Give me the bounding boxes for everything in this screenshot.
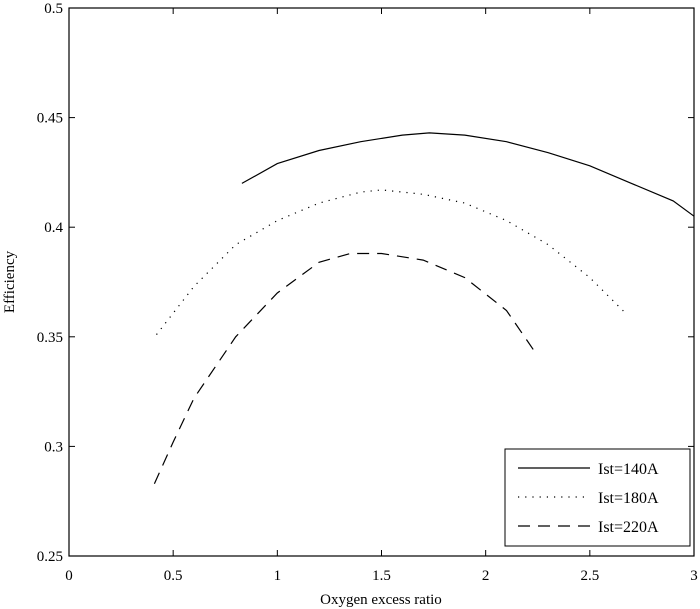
x-tick-label: 1.5 xyxy=(372,568,391,584)
y-tick-label: 0.35 xyxy=(37,330,63,346)
y-tick-label: 0.45 xyxy=(37,111,63,127)
legend-label: Ist=140A xyxy=(598,461,659,478)
y-axis-label: Efficiency xyxy=(2,250,18,313)
y-tick-label: 0.4 xyxy=(44,220,63,236)
x-tick-label: 2 xyxy=(482,568,490,584)
series-line-ist-140a xyxy=(241,132,695,217)
y-tick-label: 0.3 xyxy=(44,439,63,455)
y-tick-label: 0.25 xyxy=(37,549,63,565)
x-tick-label: 1 xyxy=(274,568,282,584)
legend: Ist=140A Ist=180A Ist=220A xyxy=(504,448,691,547)
legend-label: Ist=220A xyxy=(598,519,659,536)
x-tick-label: 2.5 xyxy=(580,568,599,584)
plot-frame xyxy=(68,7,695,557)
legend-label: Ist=180A xyxy=(598,490,659,507)
y-tick-label: 0.5 xyxy=(44,1,63,17)
series-line-ist-220a xyxy=(153,252,535,484)
x-axis-label: Oxygen excess ratio xyxy=(320,592,442,608)
x-tick-label: 0.5 xyxy=(164,568,183,584)
x-tick-label: 3 xyxy=(690,568,698,584)
series-line-ist-180a xyxy=(156,189,628,335)
legend-box xyxy=(504,448,691,547)
x-tick-label: 0 xyxy=(65,568,73,584)
